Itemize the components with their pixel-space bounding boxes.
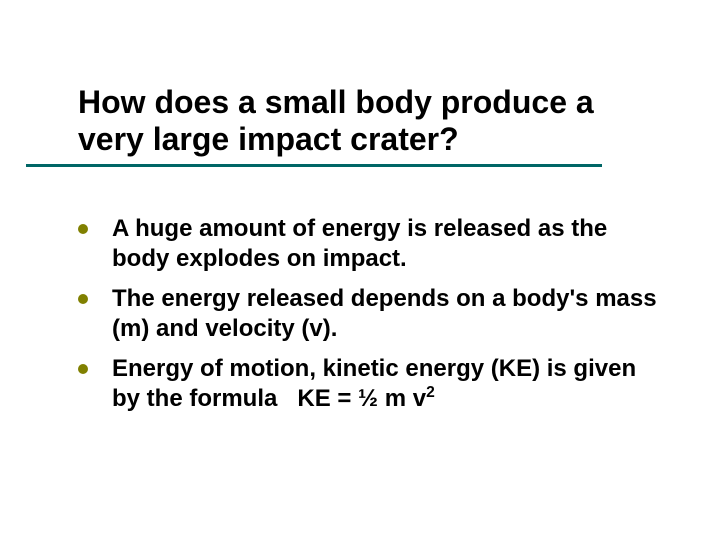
title-block: How does a small body produce a very lar… — [78, 84, 668, 167]
list-item: A huge amount of energy is released as t… — [78, 214, 666, 274]
bullet-text: Energy of motion, kinetic energy (KE) is… — [112, 354, 666, 414]
slide-title: How does a small body produce a very lar… — [78, 84, 668, 158]
list-item: Energy of motion, kinetic energy (KE) is… — [78, 354, 666, 414]
slide: How does a small body produce a very lar… — [0, 0, 720, 540]
bullet-icon — [78, 294, 88, 304]
bullet-text: The energy released depends on a body's … — [112, 284, 666, 344]
title-underline — [26, 164, 602, 167]
bullet-icon — [78, 224, 88, 234]
bullet-list: A huge amount of energy is released as t… — [78, 214, 666, 424]
list-item: The energy released depends on a body's … — [78, 284, 666, 344]
bullet-text-main: Energy of motion, kinetic energy (KE) is… — [112, 355, 636, 412]
superscript: 2 — [426, 384, 435, 401]
bullet-text: A huge amount of energy is released as t… — [112, 214, 666, 274]
bullet-icon — [78, 364, 88, 374]
